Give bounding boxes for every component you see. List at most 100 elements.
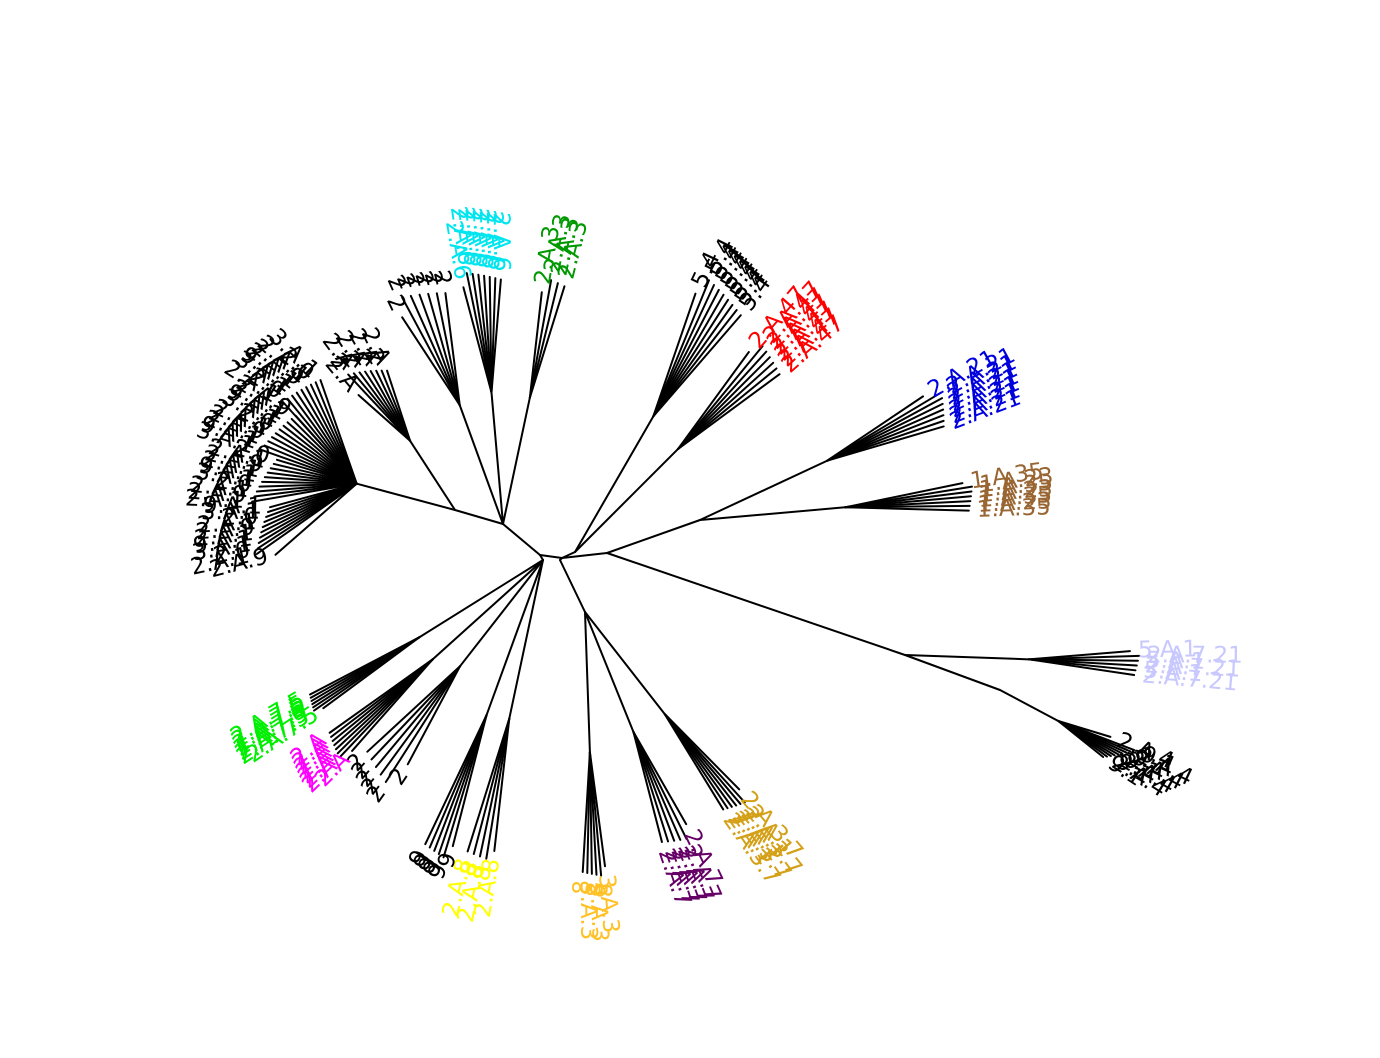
tip-branch: [357, 394, 412, 442]
tip-label: 2.A.1: [184, 485, 244, 513]
tip-label: 8: [589, 883, 616, 899]
tip-label: 2.A.6: [459, 206, 491, 267]
tip-label: 1.A.35: [977, 482, 1052, 513]
clade-stem: [584, 611, 666, 715]
tip-label: 5.A.1: [1146, 647, 1206, 674]
tip-branch: [418, 293, 461, 407]
tip-label: 1.A.23: [977, 488, 1052, 518]
clade-stem: [459, 559, 544, 668]
tip-branch: [528, 279, 553, 399]
tip-branch: [826, 425, 945, 462]
internal-branch: [606, 552, 906, 656]
tip-label: 2: [428, 268, 457, 288]
clade-stem: [490, 391, 504, 525]
tip-branch: [652, 284, 715, 418]
tip-branch: [409, 294, 461, 407]
tip-branch: [677, 350, 768, 450]
clade-stem: [485, 559, 544, 717]
tip-label: 2: [419, 268, 448, 289]
tip-branch: [319, 379, 358, 485]
tip-branch: [370, 665, 462, 761]
tip-branch: [677, 361, 775, 450]
tip-label: 8: [469, 864, 497, 883]
tip-branch: [632, 730, 688, 826]
tip-label: 3.A.3: [584, 882, 613, 942]
clade-stem: [418, 559, 544, 639]
tip-branch: [632, 730, 688, 840]
tip-branch: [652, 293, 725, 418]
tree-tip-labels: 2.A.92.A.12.03.A.19.A.12.A.12.A.92.A.12.…: [184, 205, 1242, 943]
tip-label: 2.A.9: [187, 479, 248, 509]
tip-label: 5.A.1: [1138, 636, 1198, 663]
tip-branch: [366, 665, 462, 753]
tip-branch: [406, 665, 462, 766]
tip-branch: [652, 309, 738, 418]
tip-branch: [427, 292, 461, 407]
tip-branch: [652, 288, 720, 418]
internal-branch: [904, 654, 1001, 691]
tip-branch: [493, 717, 511, 852]
tip-branch: [677, 367, 778, 450]
tip-branch: [274, 482, 358, 556]
tip-label: 2.0: [214, 468, 253, 498]
tip-branch: [632, 730, 676, 842]
internal-branch: [539, 554, 563, 559]
tip-branch: [581, 751, 591, 873]
tip-branch: [528, 285, 566, 399]
clade-stem: [458, 404, 504, 525]
tip-branch: [466, 717, 511, 853]
tip-label: 2.A.1: [196, 509, 257, 539]
tip-branch: [632, 730, 670, 843]
tip-branch: [374, 665, 462, 769]
tip-label: 2.A.9: [195, 514, 256, 545]
tip-branch: [309, 636, 421, 696]
internal-branch: [561, 552, 608, 559]
tip-label: 2.A.7.21: [1144, 652, 1241, 682]
internal-branch: [606, 519, 701, 554]
clade-stem: [699, 506, 847, 521]
tip-label: 9: [404, 846, 434, 869]
clade-stem: [409, 439, 456, 511]
tip-branch: [379, 665, 462, 776]
tree-branches: [251, 272, 1140, 877]
clade-stem: [574, 447, 680, 553]
tip-label: 2: [384, 764, 414, 791]
tip-branch: [462, 286, 493, 394]
tip-label: 1.A.23: [978, 476, 1054, 508]
tip-branch: [444, 292, 461, 407]
internal-branch: [502, 523, 541, 556]
tip-branch: [632, 730, 682, 841]
clade-stem: [999, 689, 1060, 722]
tip-branch: [826, 395, 925, 462]
tip-branch: [401, 296, 461, 407]
tip-branch: [328, 658, 434, 734]
tip-label: 3.A.1: [201, 499, 260, 526]
tip-label: 2.A.6: [467, 208, 497, 269]
tip-branch: [424, 714, 488, 846]
tip-branch: [652, 298, 730, 418]
tip-label: 2.A.6: [488, 212, 515, 271]
tip-branch: [652, 303, 734, 418]
tip-branch: [652, 314, 742, 418]
clade-stem: [502, 396, 531, 525]
tip-label: 5.A.1: [1143, 657, 1204, 687]
tip-label: 2.A.6: [474, 209, 503, 270]
tip-branch: [677, 345, 764, 450]
tip-branch: [479, 717, 511, 858]
tip-branch: [435, 292, 461, 407]
tip-label: 3.A.3: [575, 881, 602, 940]
tip-branch: [1027, 658, 1136, 677]
clade-stem: [431, 559, 544, 661]
clade-stem: [508, 559, 544, 720]
tip-branch: [528, 291, 543, 399]
tip-label: 3.A.3: [593, 873, 624, 934]
tip-branch: [632, 730, 663, 843]
tip-branch: [384, 665, 462, 783]
tip-label: 2.A.7.21: [1147, 642, 1243, 668]
tip-branch: [677, 351, 750, 450]
clade-stem: [699, 459, 829, 521]
tip-label: 8: [569, 880, 595, 895]
tip-branch: [844, 506, 970, 512]
tip-branch: [663, 712, 725, 811]
